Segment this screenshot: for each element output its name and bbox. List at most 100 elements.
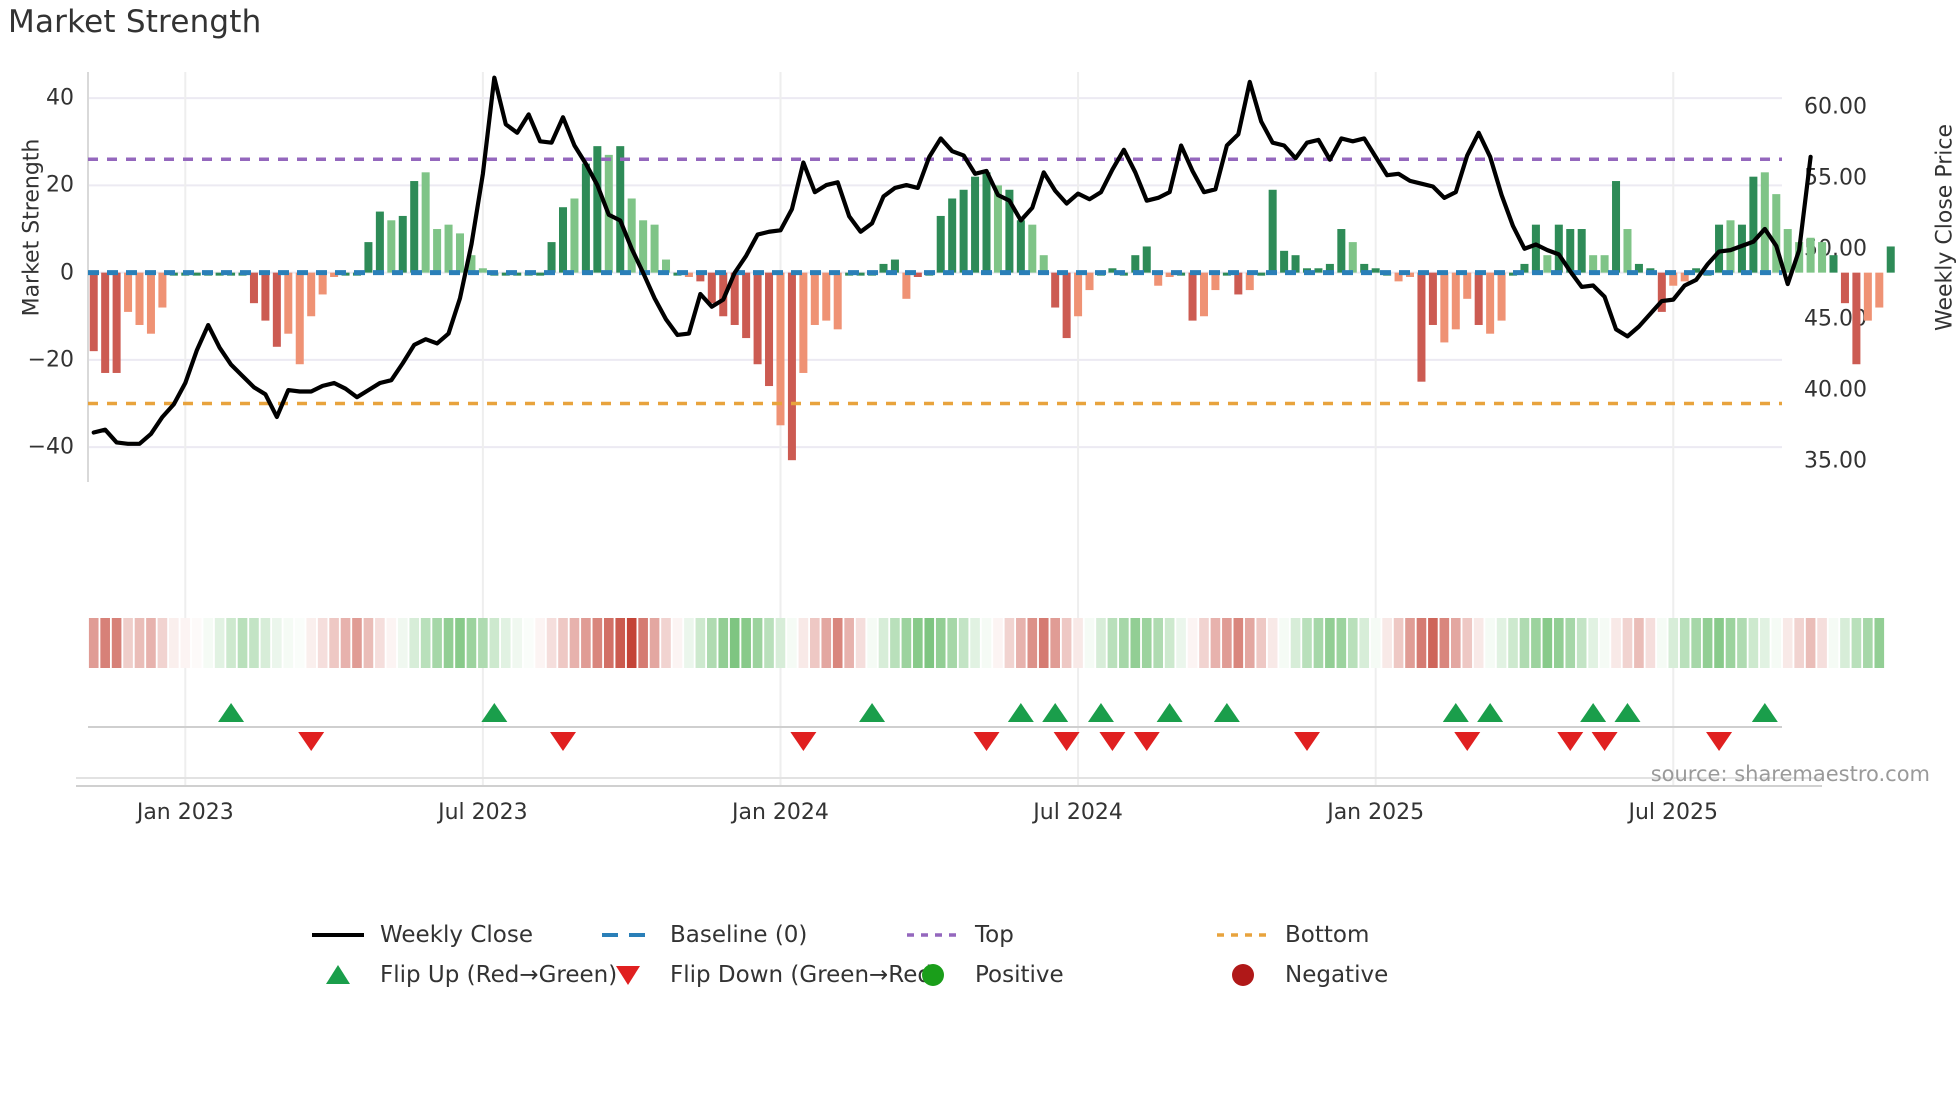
bar [398, 215, 407, 273]
heatmap-cell [1817, 618, 1827, 668]
heatmap-cell [294, 618, 305, 668]
y-tick-label-right: 50.00 [1804, 236, 1867, 262]
bar [1703, 272, 1712, 276]
heatmap-cell [443, 618, 454, 668]
heatmap-cell [913, 618, 923, 668]
legend-item[interactable]: Top [905, 922, 1014, 948]
y-axis-label-right: Weekly Close Price [1932, 124, 1958, 331]
bar [639, 220, 648, 273]
bar [753, 272, 762, 365]
heatmap-cell [821, 618, 832, 668]
x-tick-label: Jul 2024 [1033, 800, 1123, 825]
bar [387, 220, 396, 273]
bar [593, 146, 602, 273]
bar [1840, 272, 1849, 304]
heatmap-cell [638, 618, 648, 668]
legend-item[interactable]: Weekly Close [310, 922, 533, 948]
bar [959, 189, 968, 273]
bar [318, 272, 327, 295]
legend-item[interactable]: Bottom [1215, 922, 1369, 948]
heatmap-cell [775, 618, 786, 668]
legend-item[interactable]: Negative [1215, 962, 1388, 988]
line-dashed-icon [602, 933, 654, 937]
bar [1428, 272, 1437, 325]
bar [1119, 272, 1128, 276]
heatmap-cell [409, 618, 420, 668]
heatmap-cell [100, 618, 110, 668]
bar [1234, 272, 1243, 295]
bar [1051, 272, 1060, 308]
bar [444, 224, 453, 273]
bar [776, 272, 785, 426]
flip-down-marker [1099, 732, 1126, 751]
bar [696, 272, 705, 282]
heatmap-cell [1325, 618, 1335, 668]
legend-item-label: Flip Up (Red→Green) [380, 962, 618, 988]
bar [982, 172, 991, 273]
legend-item[interactable]: Baseline (0) [600, 922, 807, 948]
bar [1566, 229, 1575, 273]
bar [971, 176, 980, 273]
heatmap-cell [489, 618, 500, 668]
bar [662, 259, 671, 273]
bar [604, 154, 613, 273]
circle-icon [922, 964, 944, 986]
y-tick-label-left: 20 [46, 172, 74, 198]
x-tick-label: Jul 2025 [1628, 800, 1719, 825]
heatmap-cell [1233, 618, 1244, 668]
heatmap-cell [947, 618, 957, 668]
bar [1371, 268, 1380, 273]
heatmap-cell [512, 618, 523, 668]
line-solid-icon [312, 933, 364, 937]
heatmap-cell [1645, 618, 1656, 668]
bar [1383, 272, 1392, 276]
bar [204, 272, 213, 276]
bar [1600, 255, 1609, 273]
heatmap-cell [180, 618, 191, 668]
triangle-up-icon [326, 965, 350, 984]
heatmap-cell [1061, 618, 1072, 668]
bar [1302, 268, 1311, 273]
bar [1314, 268, 1323, 273]
heatmap-cell [1004, 618, 1015, 668]
heatmap-cell [649, 618, 660, 668]
bar [330, 272, 339, 277]
flip-down-markers [298, 732, 1733, 751]
heatmap-cell [1450, 618, 1461, 668]
heatmap-cell [718, 618, 729, 668]
flip-down-marker [1293, 732, 1320, 751]
heatmap-cell [1016, 618, 1026, 668]
heatmap-cell [1038, 618, 1049, 668]
bar [1005, 189, 1014, 273]
bar [948, 198, 957, 273]
heatmap-cell [1073, 618, 1083, 668]
heatmap-cell [1199, 618, 1209, 668]
heatmap-cell [455, 618, 465, 668]
legend-item-label: Weekly Close [380, 922, 533, 948]
heatmap-cell [1393, 618, 1404, 668]
legend-item[interactable]: Flip Down (Green→Red) [600, 962, 941, 988]
legend-item[interactable]: Positive [905, 962, 1064, 988]
heatmap-cell [1096, 618, 1106, 668]
heatmap-cell [237, 618, 248, 668]
heatmap-cell [569, 618, 580, 668]
bar [101, 272, 110, 373]
heatmap-cell [500, 618, 511, 668]
bar [719, 272, 728, 317]
legend-item[interactable]: Flip Up (Red→Green) [310, 962, 617, 988]
heatmap-cell [1588, 618, 1598, 668]
flip-down-marker [1591, 732, 1618, 751]
bar [135, 272, 144, 325]
heatmap-cell [878, 618, 889, 668]
heatmap-cell [1084, 618, 1095, 668]
bar [181, 272, 190, 276]
flip-up-marker [1477, 703, 1504, 722]
bar [730, 272, 739, 325]
heatmap-cell [1840, 618, 1850, 668]
heatmap-cell [1714, 618, 1724, 668]
heatmap-cell [1405, 618, 1415, 668]
heatmap-cell [1599, 618, 1610, 668]
legend-item-label: Baseline (0) [670, 922, 808, 948]
heatmap-cell [1370, 618, 1381, 668]
heatmap-cell [1359, 618, 1370, 668]
